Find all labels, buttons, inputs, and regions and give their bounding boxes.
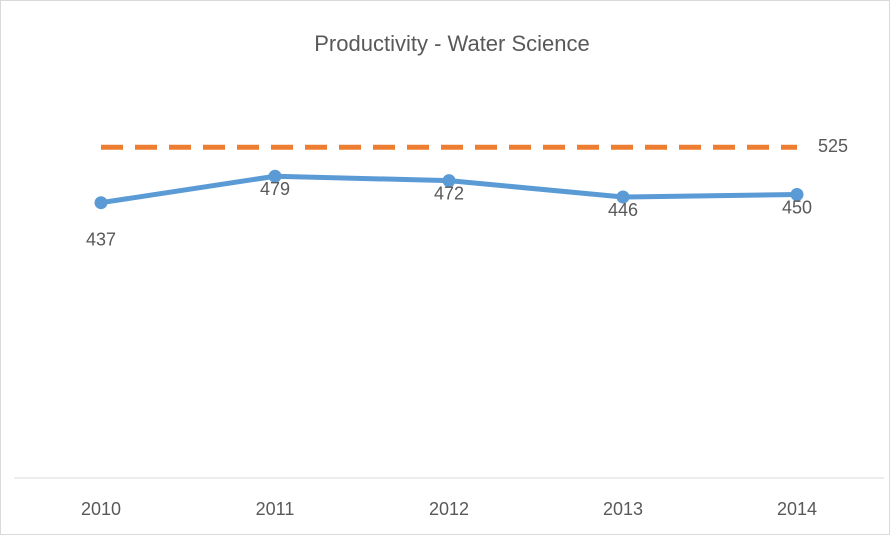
x-tick-label: 2012: [429, 499, 469, 519]
point: [616, 190, 630, 204]
point: [268, 169, 282, 183]
x-tick-label: 2010: [81, 499, 121, 519]
x-tick-label: 2011: [256, 499, 295, 519]
data-label: 437: [86, 229, 116, 249]
data-label: 525: [818, 136, 848, 156]
point: [94, 196, 108, 210]
x-tick-label: 2013: [603, 499, 643, 519]
point: [442, 174, 456, 188]
point: [790, 188, 804, 201]
data-label: 446: [608, 200, 638, 220]
x-tick-label: 2014: [777, 499, 817, 519]
data-label: 472: [434, 183, 464, 203]
data-label: 450: [782, 197, 812, 217]
data-label: 479: [260, 179, 290, 199]
chart-title: Productivity - Water Science: [314, 31, 590, 56]
